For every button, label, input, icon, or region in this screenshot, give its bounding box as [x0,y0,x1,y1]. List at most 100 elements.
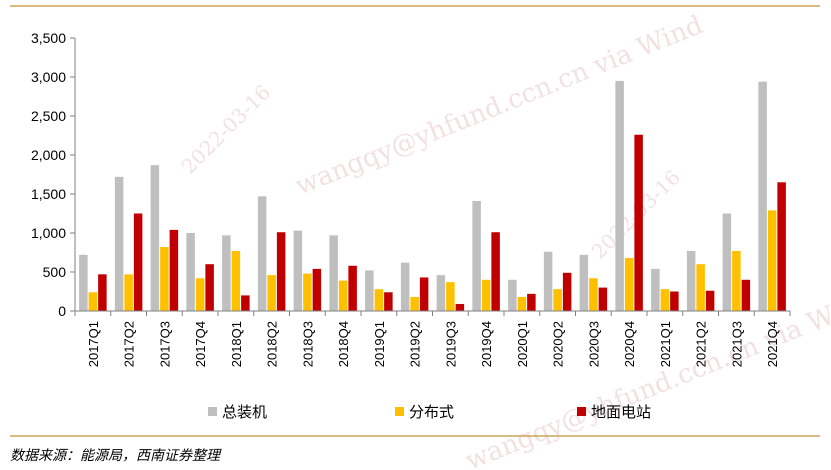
bar-1-2021Q3 [732,250,741,311]
legend-label-2: 地面电站 [591,403,651,421]
watermark-text: wangqy@yhfund.ccn.cn via Wind [291,10,707,201]
watermark-date-text: 2022-03-16 [177,80,276,179]
x-tick-label: 2020Q1 [515,321,530,367]
bar-1-2018Q4 [338,280,348,311]
bar-2-2021Q4 [777,182,786,311]
legend-swatch-0 [208,407,217,416]
bar-0-2017Q3 [150,165,160,311]
bar-0-2018Q1 [222,235,231,311]
x-tick-label: 2021Q3 [729,321,744,367]
x-tick-label: 2021Q1 [658,321,673,367]
y-tick-label: 500 [43,264,67,280]
bar-2-2021Q2 [705,290,715,311]
x-tick-label: 2019Q1 [372,321,387,367]
bar-2-2018Q2 [276,232,286,311]
bar-2-2018Q4 [348,265,357,311]
bar-1-2017Q2 [124,274,133,311]
bar-2-2019Q4 [491,232,500,311]
bar-0-2020Q3 [579,254,589,311]
y-tick-label: 1,000 [31,225,66,241]
y-axis: 0 500 1,000 1,500 2,000 2,500 3,000 3,500 [31,30,76,319]
x-tick-label: 2018Q3 [300,321,315,367]
legend-swatch-2 [577,407,586,416]
bar-2-2020Q4 [634,134,643,311]
bar-0-2017Q1 [79,254,88,311]
bar-2-2020Q2 [562,272,572,311]
x-tick-label: 2017Q1 [86,321,101,367]
bar-0-2019Q2 [400,262,410,311]
bars-group [79,80,786,312]
bar-2-2018Q3 [312,268,322,311]
bar-2-2019Q2 [419,277,429,311]
x-tick-label: 2020Q3 [586,321,601,367]
x-tick-label: 2018Q1 [229,321,244,367]
x-tick-label: 2017Q2 [122,321,137,367]
bar-0-2017Q2 [114,176,124,311]
bar-1-2018Q1 [231,250,241,311]
x-tick-label: 2021Q4 [765,321,780,367]
bar-2-2019Q1 [384,292,393,311]
bar-2-2017Q3 [169,229,179,311]
source-note: 数据来源：能源局，西南证券整理 [10,448,220,464]
bar-2-2020Q1 [527,293,536,311]
bar-0-2017Q4 [186,233,195,311]
bar-0-2021Q1 [651,268,660,311]
bar-0-2020Q1 [508,279,517,311]
bar-1-2020Q3 [589,278,598,311]
bar-2-2017Q1 [98,274,107,311]
bar-1-2019Q3 [446,282,455,311]
x-axis: 2017Q1 2017Q2 2017Q3 2017Q4 2018Q1 2018Q2 2018… [74,311,791,367]
bar-1-2020Q4 [624,257,634,311]
bar-1-2020Q1 [517,296,527,311]
bar-0-2020Q2 [543,251,553,311]
x-tick-label: 2020Q2 [551,321,566,367]
bar-2-2021Q3 [741,279,751,311]
bar-1-2021Q4 [767,210,777,311]
bar-2-2021Q1 [670,291,679,311]
watermark-text-2: wangqy@yhfund.ccn.cn via Wind [461,285,831,470]
watermark-layer: wangqy@yhfund.ccn.cn via Wind 2022-03-16… [177,10,831,470]
legend-label-1: 分布式 [409,403,454,421]
bar-0-2021Q4 [758,81,767,312]
bar-2-2018Q1 [241,295,250,311]
y-tick-label: 2,500 [31,108,66,124]
y-tick-label: 1,500 [31,186,66,202]
x-tick-label: 2019Q4 [479,321,494,367]
bar-0-2021Q3 [722,213,732,311]
bar-1-2020Q2 [553,289,562,311]
bar-1-2017Q3 [160,247,169,311]
bar-0-2019Q1 [365,270,374,311]
bar-0-2018Q4 [329,235,338,311]
x-tick-label: 2020Q4 [622,321,637,367]
x-tick-label: 2017Q4 [193,321,208,367]
y-tick-label: 2,000 [31,147,66,163]
x-tick-label: 2018Q2 [265,321,280,367]
bar-2-2019Q3 [455,303,465,311]
x-tick-label: 2021Q2 [694,321,709,367]
y-tick-label: 3,000 [31,69,66,85]
x-tick-label: 2019Q3 [443,321,458,367]
bar-1-2017Q4 [195,278,205,311]
x-tick-label: 2017Q3 [157,321,172,367]
bar-0-2019Q3 [436,275,446,311]
bar-2-2017Q4 [205,264,214,311]
bar-0-2018Q2 [257,196,267,311]
bar-0-2018Q3 [293,230,303,311]
bar-0-2020Q4 [615,80,624,312]
bar-0-2019Q4 [472,201,481,311]
bar-2-2017Q2 [133,213,143,311]
y-tick-label: 3,500 [31,30,66,46]
bar-1-2018Q3 [303,273,312,311]
bar-1-2018Q2 [267,275,276,311]
legend-label-0: 总装机 [222,403,267,421]
legend: 总装机 分布式 地面电站 [208,403,651,421]
legend-swatch-1 [395,407,404,416]
bar-1-2021Q1 [660,289,670,311]
x-tick-label: 2018Q4 [336,321,351,367]
bar-2-2020Q3 [598,287,608,311]
bar-1-2019Q1 [374,289,384,311]
y-tick-label: 0 [58,303,66,319]
x-tick-label: 2019Q2 [408,321,423,367]
bar-1-2017Q1 [88,292,98,311]
